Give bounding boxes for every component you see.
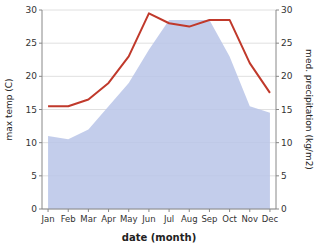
y2-tick-label: 30 (281, 5, 293, 15)
x-tick-label: Aug (181, 214, 198, 224)
y-tick (39, 109, 42, 110)
y2-tick (276, 142, 279, 143)
x-tick-label: Feb (61, 214, 76, 224)
x-tick (88, 209, 89, 212)
y2-axis-title: med. precipitation (kg/m2) (304, 49, 314, 170)
y-tick-label: 20 (26, 71, 38, 81)
x-tick (128, 209, 129, 212)
y-tick (39, 76, 42, 77)
line (48, 13, 270, 106)
x-tick (148, 209, 149, 212)
y2-tick (276, 76, 279, 77)
x-tick-label: Jan (40, 214, 54, 224)
y2-tick (276, 209, 279, 210)
grid-line (42, 10, 276, 11)
y2-tick (276, 109, 279, 110)
x-tick (249, 209, 250, 212)
x-tick (269, 209, 270, 212)
y-tick-label: 5 (31, 171, 37, 181)
x-tick-label: Jun (141, 214, 155, 224)
y2-tick (276, 175, 279, 176)
x-tick-label: May (120, 214, 138, 224)
y-tick (39, 209, 42, 210)
x-tick (108, 209, 109, 212)
y-tick-label: 15 (26, 105, 37, 115)
x-tick-label: Mar (80, 214, 97, 224)
x-tick-label: Oct (222, 214, 237, 224)
y-axis-title: max temp (C) (4, 78, 14, 140)
y-tick-label: 25 (26, 38, 37, 48)
plot-area (48, 13, 270, 209)
y-tick-label: 0 (31, 204, 37, 214)
y2-tick-label: 15 (281, 105, 292, 115)
area (48, 20, 270, 209)
y2-tick-label: 5 (281, 171, 287, 181)
x-tick-label: Dec (262, 214, 279, 224)
y-tick-label: 10 (26, 138, 38, 148)
y2-tick-label: 10 (281, 138, 293, 148)
y2-tick-label: 20 (281, 71, 293, 81)
axes: 051015202530051015202530JanFebMarAprMayJ… (26, 5, 293, 224)
x-tick-label: Nov (241, 214, 258, 224)
grid-line (42, 209, 276, 210)
y-tick (39, 10, 42, 11)
x-axis-line (42, 209, 276, 210)
x-axis-title: date (month) (122, 232, 196, 243)
x-tick (209, 209, 210, 212)
x-tick (68, 209, 69, 212)
y2-tick (276, 43, 279, 44)
x-tick (229, 209, 230, 212)
grid (42, 10, 276, 209)
x-tick (169, 209, 170, 212)
chart-container: 051015202530051015202530JanFebMarAprMayJ… (0, 0, 318, 247)
y2-tick-label: 25 (281, 38, 292, 48)
x-tick-label: Jul (163, 214, 174, 224)
y-tick (39, 43, 42, 44)
y-tick-label: 30 (26, 5, 38, 15)
y2-tick-label: 0 (281, 204, 287, 214)
x-tick-label: Apr (101, 214, 116, 224)
y-tick (39, 142, 42, 143)
chart: 051015202530051015202530JanFebMarAprMayJ… (0, 0, 318, 247)
x-tick (48, 209, 49, 212)
y2-tick (276, 10, 279, 11)
x-tick (189, 209, 190, 212)
x-tick-label: Sep (201, 214, 217, 224)
y-tick (39, 175, 42, 176)
